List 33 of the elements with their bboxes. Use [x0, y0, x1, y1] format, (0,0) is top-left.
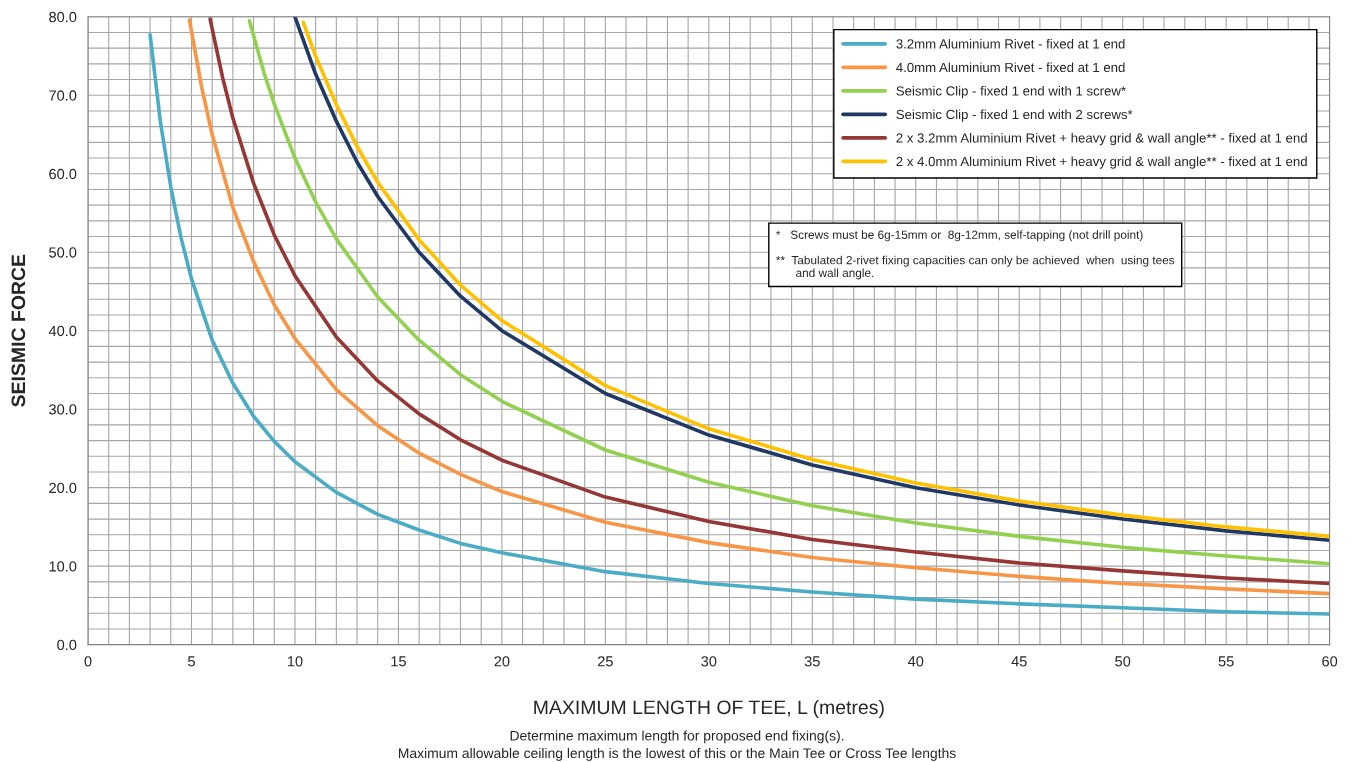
x-axis-title: MAXIMUM LENGTH OF TEE, L (metres) — [534, 699, 884, 719]
x-tick-label: 40 — [907, 656, 924, 667]
y-tick-label: 30.0 — [49, 404, 77, 415]
legend-label: 3.2mm Aluminium Rivet - fixed at 1 end — [896, 38, 1125, 49]
y-tick-label: 0.0 — [57, 639, 77, 651]
legend-label: 4.0mm Aluminium Rivet - fixed at 1 end — [896, 62, 1125, 73]
legend-label: 2 x 4.0mm Aluminium Rivet + heavy grid & wall angle** - fixed at 1 end — [896, 156, 1307, 169]
legend-label: Seismic Clip - fixed 1 end with 2 screws* — [896, 109, 1133, 122]
x-tick-label: 55 — [1218, 656, 1234, 667]
legend-label: Seismic Clip - fixed 1 end with 1 screw* — [896, 85, 1126, 99]
y-tick-label: 70.0 — [49, 90, 77, 101]
x-tick-label: 5 — [188, 656, 195, 667]
x-tick-label: 50 — [1115, 656, 1131, 667]
y-tick-label: 40.0 — [48, 325, 77, 337]
text: * Screws must be 6g-15mm or 8g-12mm, self-tapping (not drill point) ** Tabulated 2-rivet fixing capacities can only be achieved when using tees and wall angle. — [776, 230, 1175, 280]
y-tick-label: 10.0 — [49, 561, 77, 572]
y-axis-title: SEISMIC FORCE — [11, 254, 26, 407]
x-tick-label: 20 — [494, 656, 510, 667]
text: Maximum allowable ceiling length is the lowest of this or the Main Tee or Cross Tee lengths — [398, 747, 956, 761]
x-tick-label: 10 — [287, 656, 303, 667]
legend-label: 2 x 3.2mm Aluminium Rivet + heavy grid & wall angle** - fixed at 1 end — [896, 132, 1307, 146]
y-tick-label: 80.0 — [49, 11, 77, 23]
x-tick-label: 0 — [84, 656, 92, 667]
y-tick-label: 20.0 — [49, 482, 77, 494]
y-tick-label: 50.0 — [49, 247, 77, 258]
x-tick-label: 45 — [1011, 656, 1027, 667]
x-tick-label: 60 — [1322, 656, 1338, 667]
x-tick-label: 30 — [701, 656, 717, 667]
x-tick-label: 15 — [391, 656, 406, 667]
x-tick-label: 35 — [804, 656, 820, 667]
text: Determine maximum length for proposed end fixing(s). — [510, 730, 844, 744]
x-tick-label: 25 — [597, 656, 613, 667]
y-tick-label: 60.0 — [49, 168, 77, 180]
